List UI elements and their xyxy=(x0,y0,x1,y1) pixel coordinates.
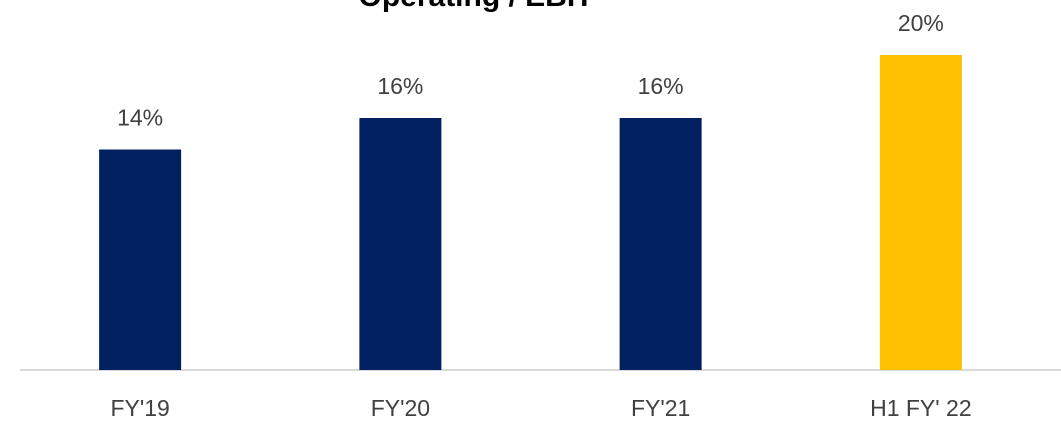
bar xyxy=(619,118,702,370)
bar xyxy=(359,118,442,370)
value-label: 16% xyxy=(638,73,684,99)
bar xyxy=(879,55,962,370)
value-label: 14% xyxy=(117,105,163,131)
x-tick-label: H1 FY' 22 xyxy=(870,395,972,421)
x-tick-label: FY'19 xyxy=(110,395,169,421)
value-label: 20% xyxy=(898,10,944,36)
value-label: 16% xyxy=(377,73,423,99)
x-tick-label: FY'20 xyxy=(371,395,430,421)
chart-title: Operating / EBIT xyxy=(358,0,593,13)
bar xyxy=(99,149,182,370)
x-tick-label: FY'21 xyxy=(631,395,690,421)
